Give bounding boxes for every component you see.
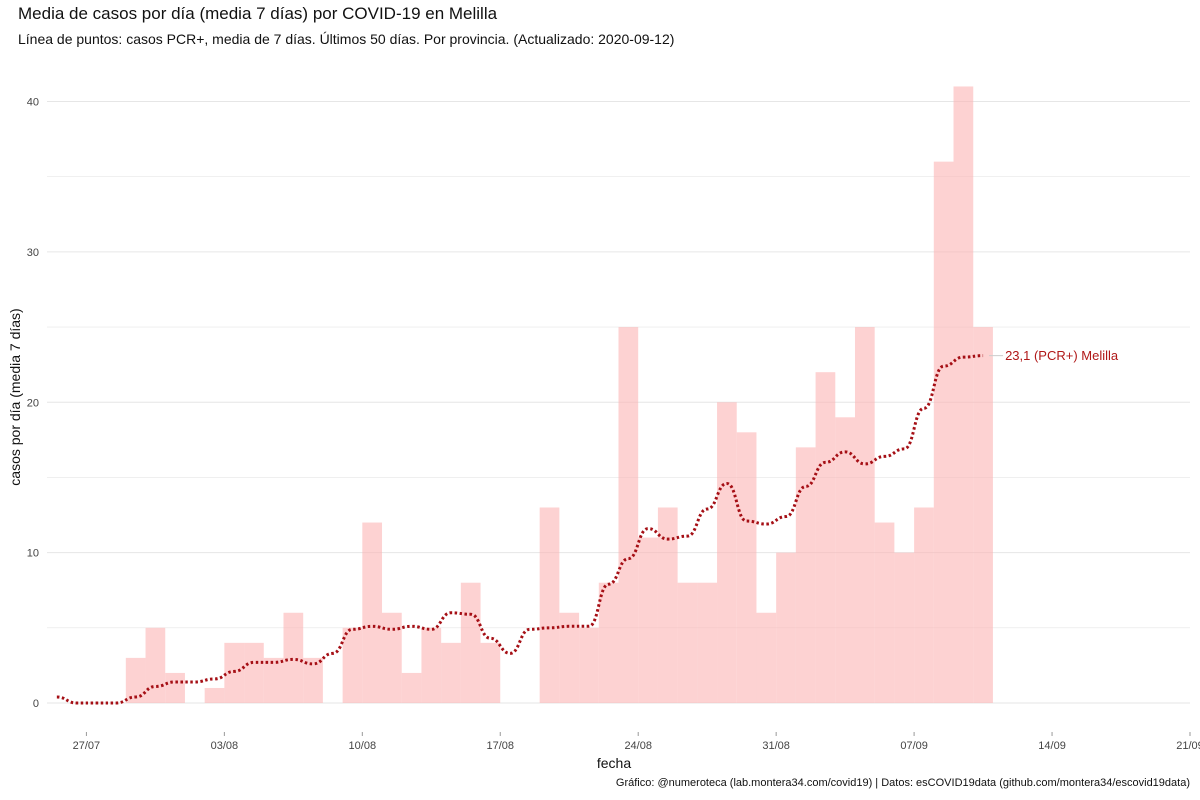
bar — [165, 672, 185, 703]
bar — [914, 507, 934, 703]
bar — [579, 627, 599, 703]
x-tick-label: 07/09 — [900, 740, 928, 752]
bar — [145, 627, 166, 703]
y-tick-label: 40 — [27, 97, 39, 109]
y-tick-labels: 0 10 20 30 40 — [27, 97, 39, 711]
x-axis-title: fecha — [597, 755, 631, 771]
bar — [125, 657, 146, 703]
bar — [263, 657, 284, 703]
bar — [697, 582, 718, 703]
x-tick-label: 17/08 — [486, 740, 514, 752]
bar — [717, 402, 737, 703]
bar — [854, 327, 875, 703]
y-tick-label: 10 — [27, 548, 39, 560]
bar — [441, 642, 461, 703]
bar — [894, 552, 915, 703]
bar — [244, 642, 264, 703]
x-tick-label: 14/09 — [1038, 740, 1066, 752]
bar — [224, 642, 245, 703]
bar — [657, 507, 678, 703]
bar — [382, 612, 402, 703]
gridlines — [47, 100, 1190, 704]
bar — [874, 522, 895, 703]
chart-title: Media de casos por día (media 7 días) po… — [18, 4, 498, 23]
bar — [598, 582, 619, 703]
bar — [795, 447, 816, 703]
x-tick-label: 03/08 — [211, 740, 239, 752]
bars — [125, 86, 993, 703]
x-tick-label: 31/08 — [762, 740, 790, 752]
chart-subtitle: Línea de puntos: casos PCR+, media de 7 … — [18, 31, 675, 47]
bar — [539, 507, 560, 703]
bar — [362, 522, 383, 703]
x-tick-label: 27/07 — [73, 740, 101, 752]
bar — [953, 86, 974, 703]
bar — [973, 327, 993, 703]
bar — [480, 642, 501, 703]
x-tick-label: 10/08 — [349, 740, 377, 752]
bar — [559, 612, 580, 703]
bar — [618, 327, 639, 703]
bar — [638, 537, 658, 703]
chart-caption: Gráfico: @numeroteca (lab.montera34.com/… — [615, 777, 1190, 789]
x-tick-labels: 27/07 03/08 10/08 17/08 24/08 31/08 07/09 14/09… — [73, 732, 1200, 752]
y-axis-title: casos por día (media 7 días) — [7, 308, 23, 485]
bar — [421, 627, 442, 703]
bar — [815, 372, 836, 703]
bar — [283, 612, 304, 703]
x-tick-label: 24/08 — [624, 740, 652, 752]
bar — [776, 552, 796, 703]
bar — [677, 582, 698, 703]
bar — [835, 417, 855, 703]
bar — [401, 672, 422, 703]
moving-average-line — [56, 354, 984, 705]
bar — [736, 432, 757, 703]
x-tick-label: 21/09 — [1176, 740, 1200, 752]
annotation-label: 23,1 (PCR+) Melilla — [1005, 348, 1119, 363]
bar — [204, 687, 225, 703]
y-tick-label: 0 — [33, 698, 39, 710]
bar — [460, 582, 481, 703]
bar — [933, 161, 954, 703]
y-tick-label: 30 — [27, 247, 39, 259]
bar — [756, 612, 777, 703]
bar — [303, 657, 323, 703]
bar — [342, 627, 363, 703]
y-tick-label: 20 — [27, 397, 39, 409]
